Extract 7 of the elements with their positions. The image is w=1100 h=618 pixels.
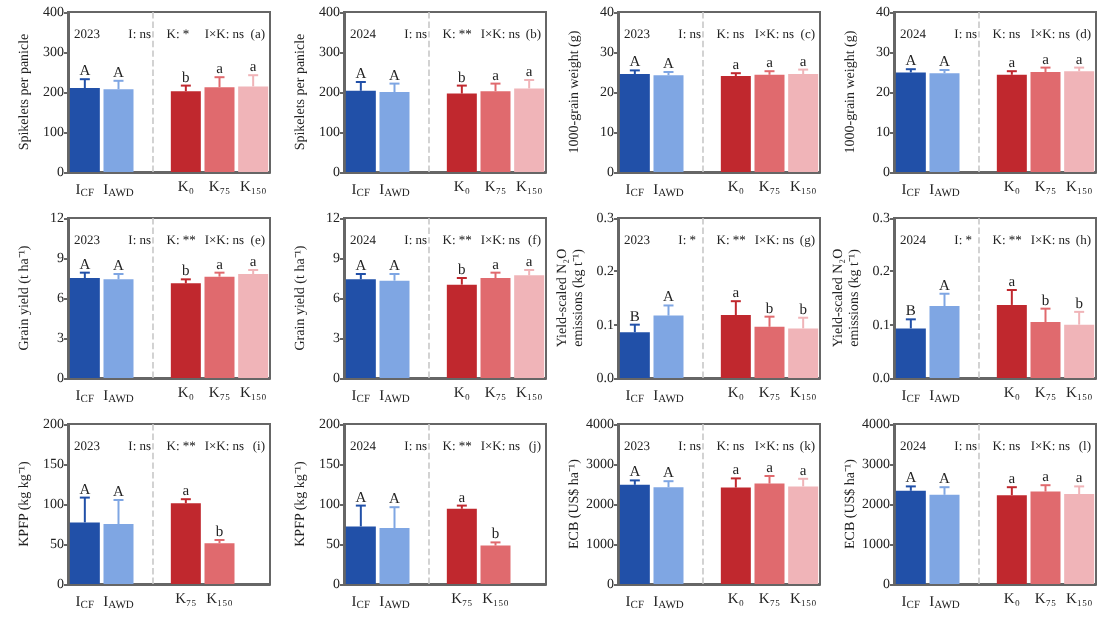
- bar: [204, 543, 235, 584]
- bar: [754, 326, 785, 378]
- bar: [445, 508, 476, 584]
- bar: [619, 332, 650, 378]
- bar: [894, 328, 925, 378]
- bar: [479, 545, 510, 584]
- bar: [170, 503, 201, 584]
